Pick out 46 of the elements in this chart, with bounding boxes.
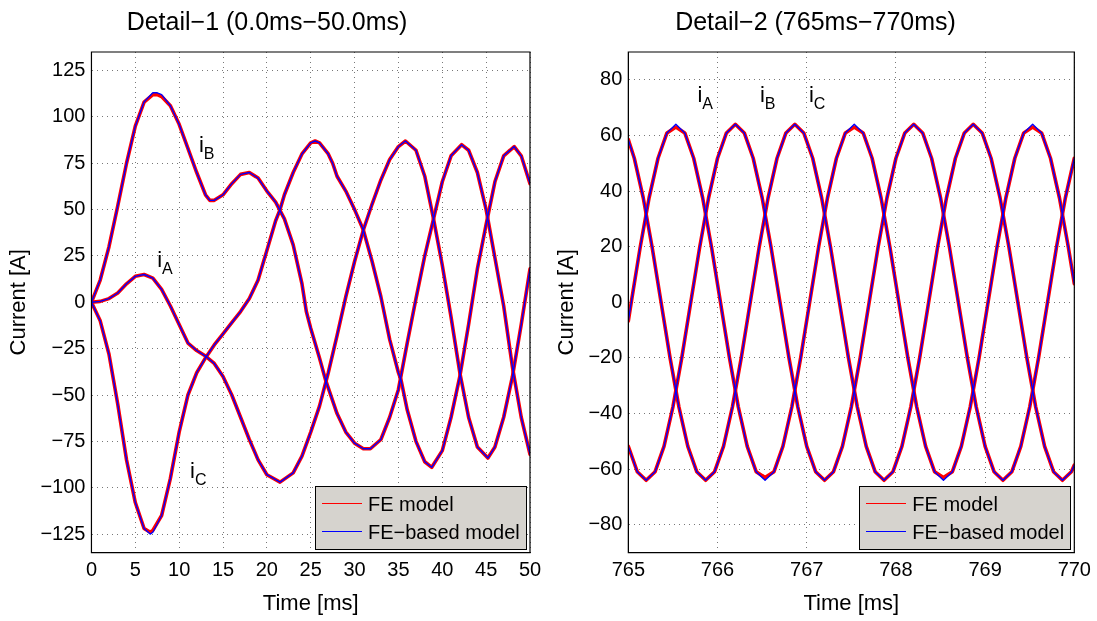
x-tick-label: 45 xyxy=(475,558,498,581)
x-tick-label: 769 xyxy=(968,558,1002,581)
x-tick-label: 765 xyxy=(611,558,646,581)
chart-title: Detail−2 (765ms−770ms) xyxy=(675,6,956,35)
x-tick-label: 768 xyxy=(879,558,913,581)
x-tick-label: 5 xyxy=(129,558,141,581)
y-tick-label: −100 xyxy=(40,475,86,498)
x-tick-label: 15 xyxy=(211,558,235,581)
y-axis-title: Current [A] xyxy=(553,249,579,356)
y-tick-label: 75 xyxy=(63,150,86,173)
y-tick-label: 80 xyxy=(600,67,623,90)
y-tick-label: −60 xyxy=(588,456,623,479)
chart-title: Detail−1 (0.0ms−50.0ms) xyxy=(126,6,408,35)
y-tick-label: −75 xyxy=(51,428,86,451)
x-tick-label: 10 xyxy=(168,558,191,581)
legend-label: FE−based model xyxy=(368,519,520,545)
x-tick-label: 20 xyxy=(255,558,278,581)
y-tick-label: 50 xyxy=(63,197,86,220)
y-tick-label: −125 xyxy=(40,521,86,544)
y-tick-label: 100 xyxy=(52,104,86,127)
y-tick-label: −40 xyxy=(588,401,623,424)
y-tick-label: −20 xyxy=(588,345,623,368)
legend-label: FE−based model xyxy=(912,519,1065,545)
y-tick-label: −50 xyxy=(51,382,86,405)
legend-label: FE model xyxy=(368,491,454,517)
x-tick-label: 35 xyxy=(387,558,410,581)
y-axis-title: Current [A] xyxy=(5,249,31,356)
y-tick-label: 125 xyxy=(52,58,86,81)
x-tick-label: 25 xyxy=(299,558,322,581)
x-axis-title: Time [ms] xyxy=(803,589,900,615)
x-tick-label: 40 xyxy=(431,558,454,581)
y-tick-label: 60 xyxy=(600,122,623,145)
y-tick-label: 0 xyxy=(611,289,623,312)
x-axis-title: Time [ms] xyxy=(262,589,359,615)
x-tick-label: 30 xyxy=(343,558,366,581)
y-tick-label: 25 xyxy=(63,243,86,266)
x-tick-label: 766 xyxy=(700,558,735,581)
y-tick-label: −25 xyxy=(51,336,86,359)
legend-label: FE model xyxy=(912,491,998,517)
x-tick-label: 50 xyxy=(518,558,542,581)
y-tick-label: 0 xyxy=(74,289,86,312)
x-tick-label: 770 xyxy=(1057,558,1091,581)
y-tick-label: −80 xyxy=(588,512,623,535)
y-tick-label: 40 xyxy=(600,178,623,201)
x-tick-label: 767 xyxy=(790,558,824,581)
y-tick-label: 20 xyxy=(600,234,623,257)
